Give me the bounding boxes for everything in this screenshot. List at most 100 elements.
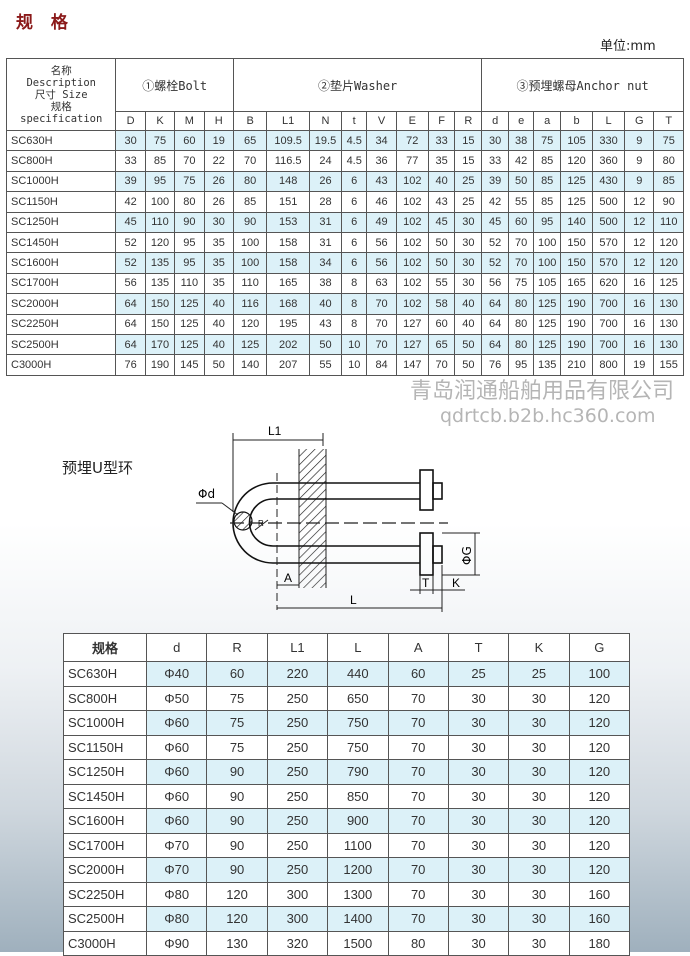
cell: 125	[174, 333, 205, 356]
cell: 19	[624, 354, 655, 376]
cell: 38	[507, 129, 535, 152]
table-row: SC630H 30 75 60 19 65 109.5 19.5 4.5 34 72 33 15 30 38…	[5, 129, 684, 152]
cell: 250	[266, 808, 329, 834]
cell: 110	[232, 272, 268, 295]
table-row: SC2250H Φ80 120 300 1300 70 30 30 160	[63, 881, 631, 907]
column-header: 规格	[63, 633, 147, 662]
cell: 1300	[327, 881, 389, 907]
column-header: G	[568, 633, 631, 662]
cell: 30	[508, 783, 570, 809]
cell: 76	[481, 354, 509, 376]
cell: Φ60	[145, 783, 208, 809]
cell: 500	[592, 191, 626, 213]
cell: 30	[508, 710, 570, 736]
cell: 70	[387, 857, 449, 883]
cell: 75	[206, 734, 268, 760]
cell: 60	[387, 661, 449, 687]
column-header: L	[327, 633, 389, 662]
cell: 50	[427, 252, 456, 274]
table-row: SC1150H Φ60 75 250 750 70 30 30 120	[63, 734, 631, 760]
cell: Φ80	[145, 906, 208, 932]
cell: 120	[560, 150, 594, 172]
spec-name: SC1700H	[63, 832, 147, 858]
cell: 790	[327, 759, 389, 785]
cell: 65	[232, 129, 268, 152]
spec-name: SC2000H	[63, 857, 147, 883]
cell: 102	[395, 211, 429, 233]
cell: 145	[174, 354, 205, 376]
cell: 30	[508, 734, 570, 760]
cell: 190	[560, 293, 594, 315]
cell: 90	[206, 832, 268, 858]
column-header: A	[387, 633, 449, 662]
spec-name: SC1150H	[63, 734, 147, 760]
cell: 43	[366, 170, 397, 193]
cell: 120	[568, 734, 631, 760]
cell: 95	[507, 354, 535, 376]
cell: 39	[115, 170, 146, 193]
cell: 151	[266, 191, 310, 213]
dim-t: T	[422, 576, 430, 590]
cell: 120	[568, 857, 631, 883]
cell: 64	[481, 293, 509, 315]
cell: 9	[624, 129, 655, 152]
cell: 75	[206, 685, 268, 711]
cell: 90	[206, 808, 268, 834]
cell: 6	[341, 231, 368, 254]
cell: 4.5	[341, 150, 368, 172]
cell: 28	[308, 191, 343, 213]
cell: 85	[653, 170, 684, 193]
cell: 202	[266, 333, 310, 356]
column-header: V	[366, 111, 397, 131]
cell: 19	[203, 129, 234, 152]
cell: 80	[174, 191, 205, 213]
table-row: SC800H Φ50 75 250 650 70 30 30 120	[63, 685, 631, 711]
cell: 30	[447, 832, 510, 858]
cell: 140	[560, 211, 594, 233]
cell: 250	[266, 685, 329, 711]
cell: 125	[174, 313, 205, 335]
cell: 70	[232, 150, 268, 172]
cell: 19.5	[308, 129, 343, 152]
cell: 105	[533, 272, 562, 295]
cell: 120	[568, 832, 631, 858]
table-row: SC2250H 64 150 125 40 120 195 43 8 70 127 60 40 64 80 1…	[5, 313, 684, 335]
cell: 30	[447, 759, 510, 785]
cell: 125	[653, 272, 684, 295]
spec-name: C3000H	[5, 354, 117, 376]
cell: Φ60	[145, 710, 208, 736]
dim-r: R	[258, 519, 264, 528]
column-header: R	[454, 111, 483, 131]
cell: 30	[447, 881, 510, 907]
cell: 16	[624, 333, 655, 356]
cell: 120	[568, 685, 631, 711]
name-header-line: 尺寸 Size	[34, 88, 88, 101]
cell: 100	[144, 191, 176, 213]
cell: 60	[206, 661, 268, 687]
cell: 84	[366, 354, 397, 376]
spec-name: SC800H	[63, 685, 147, 711]
cell: 125	[533, 333, 562, 356]
spec-name: SC630H	[63, 661, 147, 687]
cell: 250	[266, 783, 329, 809]
cell: 6	[341, 211, 368, 233]
cell: Φ70	[145, 857, 208, 883]
cell: 102	[395, 191, 429, 213]
cell: 300	[266, 906, 329, 932]
cell: 70	[507, 231, 535, 254]
dim-a: A	[284, 571, 292, 585]
table-row: SC800H 33 85 70 22 70 116.5 24 4.5 36 77 35 15 33 42 85…	[5, 150, 684, 172]
cell: 75	[653, 129, 684, 152]
cell: 109.5	[266, 129, 310, 152]
cell: 150	[560, 252, 594, 274]
cell: 120	[568, 759, 631, 785]
cell: 60	[507, 211, 535, 233]
column-header: T	[447, 633, 510, 662]
cell: 30	[447, 808, 510, 834]
cell: 85	[232, 191, 268, 213]
cell: 250	[266, 857, 329, 883]
cell: 100	[232, 252, 268, 274]
cell: 147	[395, 354, 429, 376]
cell: 120	[568, 710, 631, 736]
group-header: ③预埋螺母Anchor nut	[481, 58, 684, 112]
